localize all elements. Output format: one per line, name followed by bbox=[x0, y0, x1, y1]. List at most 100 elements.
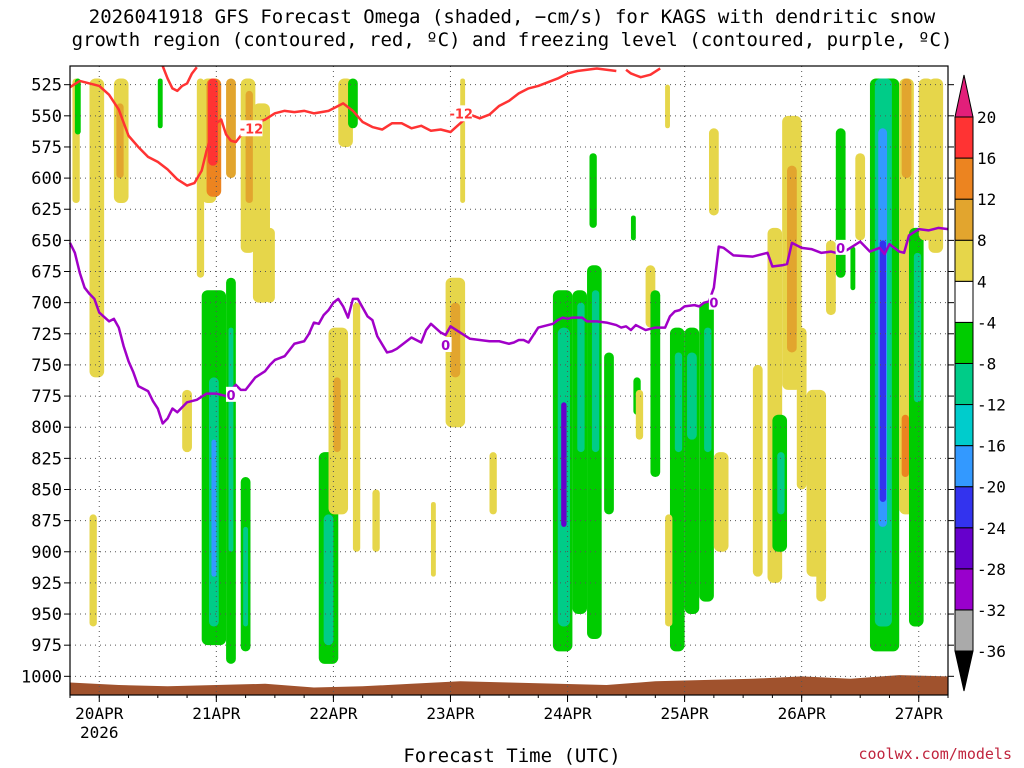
x-tick-label-6: 26APR bbox=[778, 704, 827, 723]
y-tick-label-650: 650 bbox=[31, 231, 62, 251]
omega-cell-59 bbox=[708, 128, 719, 216]
x-axis-label: Forecast Time (UTC) bbox=[403, 745, 621, 767]
dgz-label-bg-0 bbox=[240, 120, 263, 137]
y-tick-label-750: 750 bbox=[31, 356, 62, 376]
omega-cell-3 bbox=[89, 514, 97, 627]
omega-cell-2 bbox=[89, 78, 105, 378]
x-tick-label-2: 22APR bbox=[309, 704, 358, 723]
omega-cell-77 bbox=[879, 240, 887, 502]
freezing-level-contour bbox=[68, 226, 949, 425]
colorbar-bin-3 bbox=[954, 486, 974, 529]
x-tick-label-1: 21APR bbox=[192, 704, 241, 723]
y-tick-label-575: 575 bbox=[31, 138, 62, 158]
omega-cell-79 bbox=[901, 78, 912, 179]
y-tick-label-925: 925 bbox=[31, 574, 62, 594]
freezing-label-bg-3 bbox=[835, 239, 847, 255]
colorbar-bin-6 bbox=[954, 362, 974, 406]
terrain-fill bbox=[70, 675, 948, 695]
chart-title: 2026041918 GFS Forecast Omega (shaded, −… bbox=[0, 6, 1024, 52]
y-tick-label-900: 900 bbox=[31, 543, 62, 563]
omega-cell-12 bbox=[226, 78, 236, 179]
y-tick-label-775: 775 bbox=[31, 387, 62, 407]
freezing-level-label-2: 0 bbox=[709, 297, 718, 312]
colorbar-label-8: -16 bbox=[977, 437, 1006, 456]
credit-link[interactable]: coolwx.com/models bbox=[858, 745, 1012, 763]
colorbar-label-11: -28 bbox=[977, 560, 1006, 579]
omega-cell-27 bbox=[333, 377, 341, 453]
omega-cell-46 bbox=[630, 215, 636, 241]
y-tick-label-1000: 1000 bbox=[21, 667, 62, 687]
colorbar-bin-5 bbox=[954, 404, 974, 447]
omega-cell-44 bbox=[604, 352, 614, 515]
omega-cell-69 bbox=[816, 526, 827, 602]
colorbar-label-9: -20 bbox=[977, 478, 1006, 497]
colorbar-bin-7 bbox=[954, 321, 974, 364]
omega-cell-43 bbox=[591, 290, 600, 453]
omega-cell-72 bbox=[850, 246, 856, 291]
y-tick-label-800: 800 bbox=[31, 418, 62, 438]
freezing-label-bg-1 bbox=[440, 337, 452, 353]
y-tick-label-725: 725 bbox=[31, 325, 62, 345]
colorbar-bin-1 bbox=[954, 568, 974, 611]
omega-cell-23 bbox=[243, 526, 249, 627]
dgz-contour-1 bbox=[249, 67, 617, 134]
omega-cell-29 bbox=[348, 78, 358, 129]
colorbar-bin-2 bbox=[954, 527, 974, 570]
colorbar-label-3: 8 bbox=[977, 231, 987, 250]
omega-cell-6 bbox=[157, 78, 163, 129]
omega-cell-64 bbox=[787, 165, 797, 353]
x-tick-label-3: 23APR bbox=[426, 704, 475, 723]
chart-title-line-1: 2026041918 GFS Forecast Omega (shaded, −… bbox=[88, 6, 936, 28]
y-tick-label-950: 950 bbox=[31, 605, 62, 625]
x-tick-label-5: 25APR bbox=[661, 704, 710, 723]
omega-cell-16 bbox=[265, 227, 275, 303]
omega-cell-1 bbox=[74, 78, 81, 135]
omega-cell-41 bbox=[577, 302, 585, 453]
omega-cell-39 bbox=[561, 402, 567, 527]
colorbar-bin-12 bbox=[954, 116, 974, 159]
y-tick-label-850: 850 bbox=[31, 480, 62, 500]
colorbar-bin-9 bbox=[954, 239, 974, 282]
omega-cell-48 bbox=[635, 389, 644, 440]
omega-cell-35 bbox=[430, 501, 436, 577]
omega-cell-7 bbox=[182, 389, 192, 453]
freezing-level-label-3: 0 bbox=[836, 242, 845, 257]
omega-cell-58 bbox=[665, 84, 670, 129]
omega-cell-5 bbox=[116, 103, 124, 179]
freezing-label-bg-2 bbox=[708, 294, 720, 310]
omega-shading bbox=[72, 78, 944, 664]
colorbar-label-6: -8 bbox=[977, 354, 996, 373]
colorbar-label-7: -12 bbox=[977, 396, 1006, 415]
colorbar-label-13: -36 bbox=[977, 642, 1006, 661]
colorbar-bin-8 bbox=[954, 280, 974, 323]
omega-cell-31 bbox=[372, 489, 380, 552]
colorbar: 20 16 12 8 4 -4 -8 -12 -16 -20 -24 -28 -32 -36 bbox=[954, 74, 1006, 692]
omega-cell-57 bbox=[665, 514, 673, 627]
colorbar-label-2: 12 bbox=[977, 190, 996, 209]
colorbar-label-4: 4 bbox=[977, 272, 987, 291]
colorbar-label-0: 20 bbox=[977, 108, 996, 127]
y-tick-label-975: 975 bbox=[31, 636, 62, 656]
y-axis: 525 550 575 600 625 650 675 700 725 750 775 800 825 8… bbox=[21, 76, 954, 687]
colorbar-bin-10 bbox=[954, 198, 974, 241]
freezing-level-label-1: 0 bbox=[441, 339, 450, 354]
y-tick-label-675: 675 bbox=[31, 263, 62, 283]
dgz-contour-3 bbox=[161, 65, 198, 93]
x-tick-sublabel-0: 2026 bbox=[80, 723, 119, 742]
omega-cell-34 bbox=[460, 78, 466, 204]
colorbar-under-arrow bbox=[954, 650, 974, 692]
omega-cell-80 bbox=[901, 414, 909, 478]
colorbar-label-10: -24 bbox=[977, 519, 1006, 538]
omega-cell-52 bbox=[674, 352, 683, 453]
omega-cell-36 bbox=[489, 452, 497, 515]
omega-cell-50 bbox=[650, 290, 661, 478]
colorbar-label-5: -4 bbox=[977, 313, 996, 332]
y-tick-label-825: 825 bbox=[31, 449, 62, 469]
dgz-contour-2 bbox=[625, 67, 661, 79]
colorbar-label-12: -32 bbox=[977, 601, 1006, 620]
colorbar-label-1: 16 bbox=[977, 149, 996, 168]
colorbar-over-arrow bbox=[954, 74, 974, 118]
omega-cell-66 bbox=[777, 452, 785, 515]
omega-cell-30 bbox=[352, 302, 361, 552]
